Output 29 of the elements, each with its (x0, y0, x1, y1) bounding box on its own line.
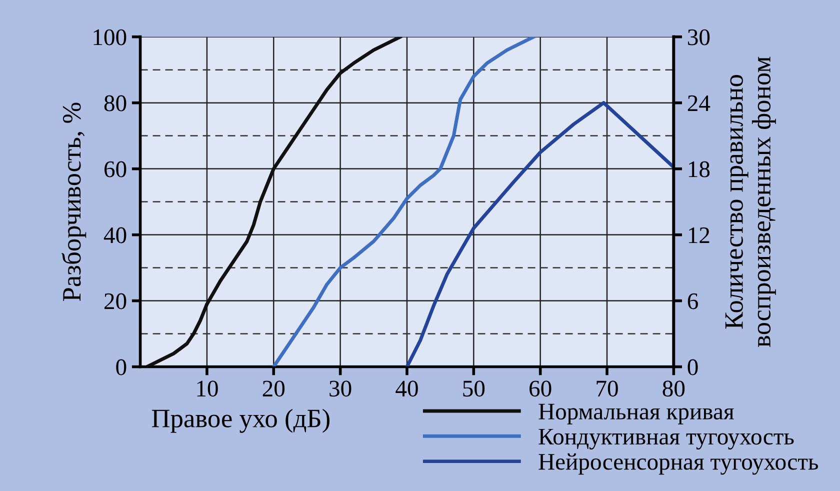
x-tick-label: 70 (596, 380, 618, 397)
x-tick-label: 40 (396, 380, 418, 397)
x-tick-label: 30 (330, 380, 352, 397)
legend-label: Нормальная кривая (538, 404, 734, 424)
line-series (405, 101, 674, 367)
legend-label: Кондуктивная тугоухость (538, 428, 794, 450)
y-tick-label: 0 (116, 359, 126, 376)
line-series (145, 36, 402, 367)
x-axis-title: Правое ухо (дБ) (152, 408, 330, 433)
x-tick-label: 50 (463, 380, 485, 397)
y-tick-label: 60 (104, 161, 126, 178)
x-tick-label: 60 (530, 380, 552, 397)
y2-tick-label: 18 (688, 161, 710, 178)
y-tick-label: 40 (104, 227, 126, 244)
y2-axis-title: Количество правильно воспроизведенных фоном (725, 56, 776, 347)
y-tick-label: 100 (94, 29, 126, 46)
legend-label: Нейросенсорная тугоухость (538, 453, 818, 475)
x-tick-label: 10 (197, 380, 218, 397)
y2-tick-label: 30 (688, 29, 710, 46)
y-tick-label: 80 (104, 95, 126, 112)
x-tick-label: 80 (662, 380, 685, 397)
line-series (272, 36, 536, 367)
y-axis-title: Разборчивость, % (62, 102, 86, 302)
y2-tick-label: 6 (688, 293, 698, 310)
y2-tick-label: 24 (688, 95, 710, 112)
x-tick-label: 20 (262, 380, 285, 397)
y-tick-label: 20 (104, 293, 126, 310)
y2-tick-label: 0 (688, 359, 698, 376)
y2-tick-label: 12 (688, 227, 710, 243)
